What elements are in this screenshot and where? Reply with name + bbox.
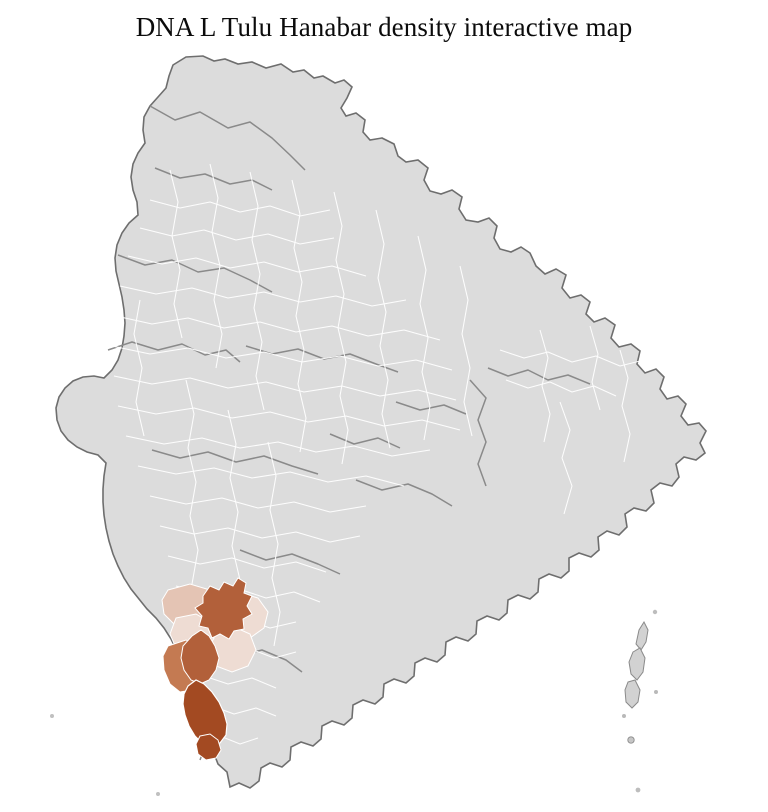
state-border-ap-telangana	[239, 549, 341, 575]
island-car-nicobar	[652, 609, 658, 615]
districts-col-a	[169, 169, 183, 339]
districts-col-b	[209, 163, 223, 369]
districts-col-f	[375, 209, 391, 449]
districts-row-j	[137, 465, 405, 487]
districts-row-s	[219, 735, 259, 745]
districts-row-d	[119, 285, 407, 307]
districts-row-c	[127, 255, 367, 277]
state-border-gujarat	[107, 341, 241, 363]
districts-col-j	[185, 379, 199, 585]
districts-col-d	[291, 179, 307, 453]
districts-row-f	[111, 345, 453, 371]
region-kasaragod-tail[interactable]	[195, 733, 222, 761]
island-lakshadweep-a	[50, 714, 54, 718]
districts-ne-f	[559, 401, 573, 515]
district-borders-layer	[111, 163, 645, 745]
state-border-rajasthan-mp	[117, 254, 273, 293]
districts-ne-c	[539, 329, 551, 443]
state-border-bihar-jharkhand	[395, 401, 467, 415]
island-dot-a	[654, 690, 658, 694]
districts-ne-d	[589, 325, 601, 411]
map-container[interactable]	[0, 50, 768, 812]
island-dot-b	[622, 714, 626, 718]
state-border-maharashtra	[151, 449, 319, 475]
districts-col-e	[333, 191, 349, 465]
districts-row-i	[125, 435, 431, 457]
districts-col-c	[249, 171, 265, 411]
island-andaman-mid	[628, 647, 646, 681]
island-lakshadweep-b	[156, 792, 160, 796]
india-mainland-outline	[55, 55, 707, 789]
islands-layer	[50, 609, 658, 796]
districts-col-i	[133, 299, 145, 437]
districts-row-q	[203, 675, 277, 689]
map-base-layer	[55, 55, 707, 789]
districts-row-e	[115, 315, 441, 341]
region-shivamogga[interactable]	[194, 577, 253, 640]
districts-row-g	[113, 375, 457, 401]
state-border-bengal	[469, 379, 487, 487]
page-title: DNA L Tulu Hanabar density interactive m…	[135, 12, 633, 42]
island-andaman-north	[635, 620, 649, 651]
districts-ne-a	[499, 349, 645, 367]
districts-row-h	[117, 405, 461, 431]
island-andaman-south	[624, 679, 641, 709]
districts-row-m	[167, 555, 327, 573]
region-dakshina-kannada[interactable]	[182, 679, 228, 747]
state-border-odisha	[355, 479, 453, 507]
state-border-ne-corridor	[487, 367, 591, 385]
state-border-jk	[149, 105, 306, 171]
districts-col-h	[459, 265, 473, 437]
state-border-himachal-punjab	[154, 167, 273, 191]
districts-ne-b	[505, 379, 617, 397]
districts-col-l	[267, 441, 281, 647]
india-map[interactable]	[0, 50, 768, 812]
island-nicobar-a	[627, 736, 635, 744]
island-nicobar-b	[635, 787, 641, 793]
districts-ne-e	[619, 349, 631, 463]
districts-col-g	[417, 235, 431, 441]
choropleth-highlight-layer[interactable]	[161, 577, 269, 761]
region-udupi[interactable]	[180, 629, 220, 685]
districts-row-k	[149, 495, 367, 513]
